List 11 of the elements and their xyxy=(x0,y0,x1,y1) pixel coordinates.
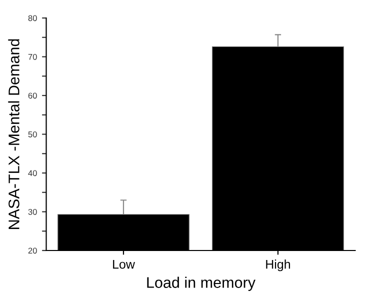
y-axis-title: NASA-TLX -Mental Demand xyxy=(8,39,20,229)
y-tick-label: 30 xyxy=(28,208,37,215)
x-tick-label: High xyxy=(266,260,290,272)
y-tick-label: 60 xyxy=(28,92,37,99)
y-tick-label: 40 xyxy=(28,170,37,176)
x-tick-label: Low xyxy=(113,260,135,269)
y-tick-label: 80 xyxy=(28,15,37,22)
y-tick-label: 20 xyxy=(28,248,37,254)
x-axis-title: Load in memory xyxy=(147,276,256,291)
y-tick-label: 50 xyxy=(28,131,37,138)
y-tick-label: 70 xyxy=(28,54,37,60)
